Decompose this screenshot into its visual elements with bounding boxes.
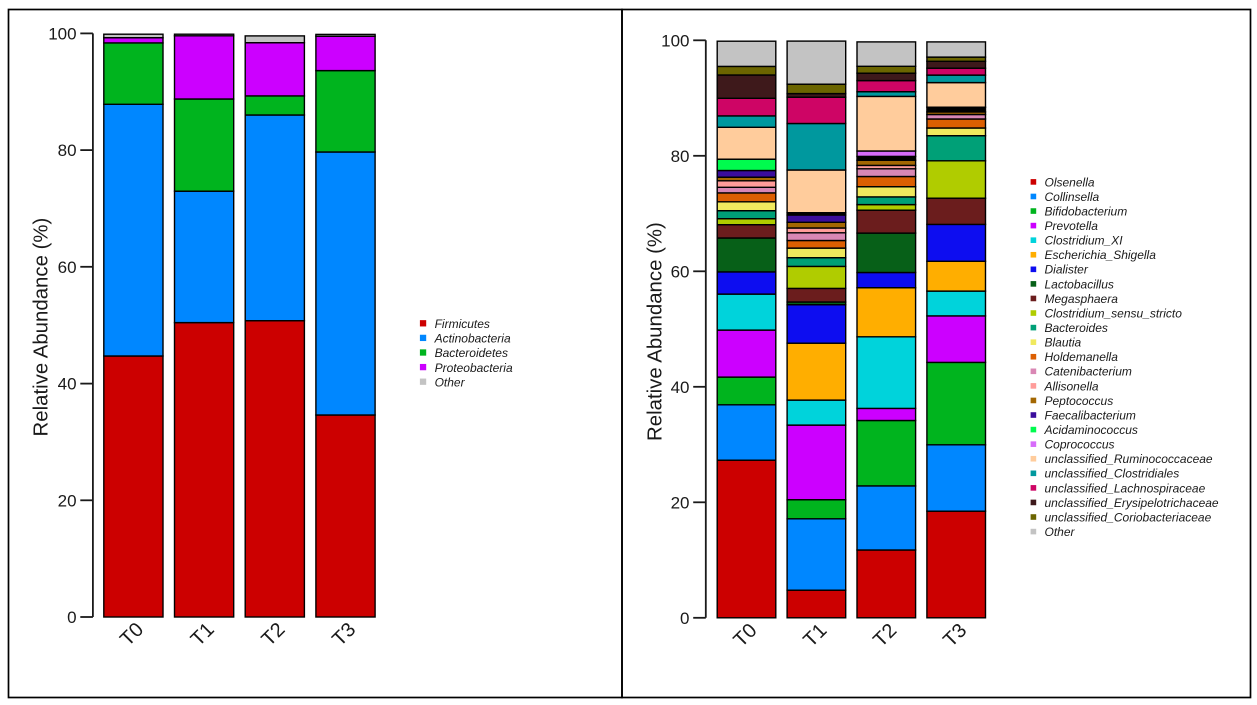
svg-text:80: 80 (671, 147, 690, 166)
svg-text:unclassified_Coriobacteriaceae: unclassified_Coriobacteriaceae (1045, 510, 1212, 524)
svg-text:Other: Other (435, 375, 466, 389)
svg-text:Lactobacillus: Lactobacillus (1045, 277, 1114, 291)
svg-text:Bacteroides: Bacteroides (1045, 321, 1108, 335)
svg-text:Dialister: Dialister (1045, 263, 1089, 277)
svg-text:Bifidobacterium: Bifidobacterium (1045, 204, 1128, 218)
svg-text:0: 0 (67, 608, 76, 627)
svg-text:100: 100 (661, 31, 689, 50)
svg-text:100: 100 (48, 24, 76, 43)
svg-text:Prevotella: Prevotella (1045, 219, 1099, 233)
svg-text:Allisonella: Allisonella (1044, 379, 1099, 393)
svg-text:Olsenella: Olsenella (1045, 175, 1095, 189)
svg-text:Escherichia_Shigella: Escherichia_Shigella (1045, 248, 1157, 262)
svg-text:40: 40 (671, 378, 690, 397)
svg-text:Clostridium_XI: Clostridium_XI (1045, 234, 1124, 248)
svg-text:Bacteroidetes: Bacteroidetes (435, 346, 508, 360)
svg-text:Blautia: Blautia (1045, 336, 1082, 350)
svg-text:Firmicutes: Firmicutes (435, 317, 490, 331)
svg-text:Collinsella: Collinsella (1045, 190, 1100, 204)
svg-text:Catenibacterium: Catenibacterium (1045, 365, 1132, 379)
svg-text:Holdemanella: Holdemanella (1045, 350, 1119, 364)
svg-text:Actinobacteria: Actinobacteria (434, 332, 511, 346)
svg-text:unclassified_Ruminococcaceae: unclassified_Ruminococcaceae (1045, 452, 1213, 466)
svg-text:0: 0 (680, 609, 689, 628)
svg-text:20: 20 (58, 491, 77, 510)
svg-text:Megasphaera: Megasphaera (1045, 292, 1119, 306)
svg-text:Peptococcus: Peptococcus (1045, 394, 1114, 408)
svg-text:60: 60 (671, 262, 690, 281)
svg-text:unclassified_Clostridiales: unclassified_Clostridiales (1045, 467, 1180, 481)
svg-text:Faecalibacterium: Faecalibacterium (1045, 408, 1136, 422)
svg-text:Relative Abundance (%): Relative Abundance (%) (644, 222, 666, 441)
svg-text:Relative Abundance (%): Relative Abundance (%) (30, 218, 52, 437)
svg-text:80: 80 (58, 141, 77, 160)
svg-text:Acidaminococcus: Acidaminococcus (1044, 423, 1138, 437)
svg-text:60: 60 (58, 258, 77, 277)
svg-text:unclassified_Erysipelotrichace: unclassified_Erysipelotrichaceae (1045, 496, 1219, 510)
svg-text:40: 40 (58, 375, 77, 394)
svg-text:Other: Other (1045, 525, 1076, 539)
svg-text:Coprococcus: Coprococcus (1045, 438, 1115, 452)
svg-text:20: 20 (671, 493, 690, 512)
svg-text:Clostridium_sensu_stricto: Clostridium_sensu_stricto (1045, 306, 1183, 320)
svg-text:unclassified_Lachnospiraceae: unclassified_Lachnospiraceae (1045, 481, 1206, 495)
svg-text:Proteobacteria: Proteobacteria (435, 361, 513, 375)
